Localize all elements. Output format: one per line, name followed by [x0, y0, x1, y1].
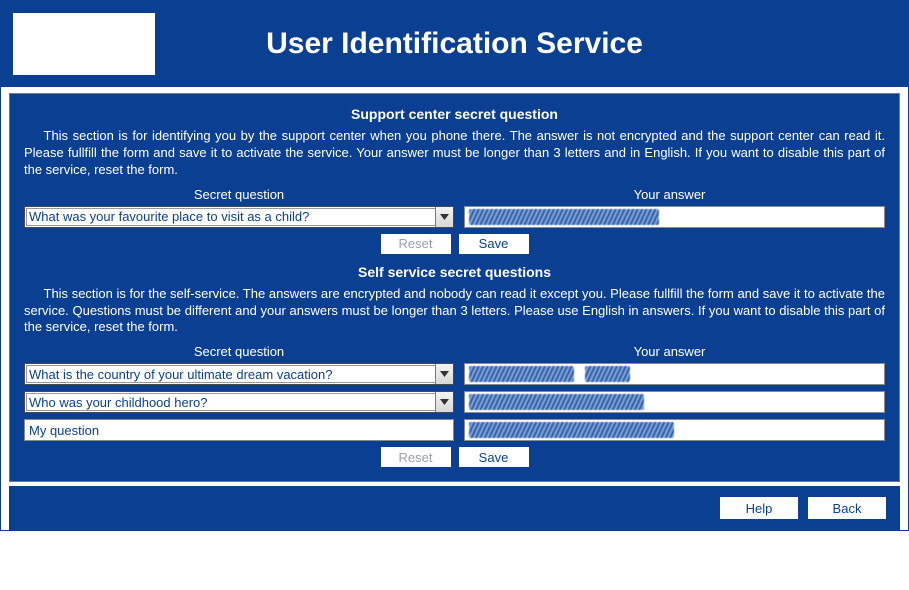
self-field-row: What is the country of your ultimate dre…: [24, 363, 885, 385]
support-question-value: What was your favourite place to visit a…: [29, 209, 309, 224]
self-section-title: Self service secret questions: [24, 264, 885, 280]
self-section-description: This section is for the self-service. Th…: [24, 286, 885, 337]
chevron-down-icon[interactable]: [435, 392, 453, 412]
support-field-row: What was your favourite place to visit a…: [24, 206, 885, 228]
back-button[interactable]: Back: [808, 497, 886, 519]
support-save-button[interactable]: Save: [459, 234, 529, 254]
help-button[interactable]: Help: [720, 497, 798, 519]
self-labels-row: Secret question Your answer: [24, 344, 885, 359]
self-save-button[interactable]: Save: [459, 447, 529, 467]
app-frame: User Identification Service Support cent…: [0, 0, 909, 531]
support-buttons-row: Reset Save: [24, 234, 885, 254]
self-answer-label: Your answer: [454, 344, 885, 359]
support-question-select[interactable]: What was your favourite place to visit a…: [24, 206, 454, 228]
chevron-down-icon[interactable]: [435, 207, 453, 227]
content-panel: Support center secret question This sect…: [9, 93, 900, 482]
support-reset-button[interactable]: Reset: [381, 234, 451, 254]
self-question-select-1[interactable]: What is the country of your ultimate dre…: [24, 363, 454, 385]
self-question-label: Secret question: [24, 344, 454, 359]
self-answer-input-3[interactable]: [464, 419, 885, 441]
self-field-row: Who was your childhood hero?: [24, 391, 885, 413]
self-answer-input-2[interactable]: [464, 391, 885, 413]
self-buttons-row: Reset Save: [24, 447, 885, 467]
self-reset-button[interactable]: Reset: [381, 447, 451, 467]
logo-placeholder: [13, 13, 155, 75]
header-bar: User Identification Service: [1, 1, 908, 87]
support-answer-input[interactable]: [464, 206, 885, 228]
content-frame: Support center secret question This sect…: [1, 87, 908, 530]
support-section-title: Support center secret question: [24, 106, 885, 122]
self-question-select-2[interactable]: Who was your childhood hero?: [24, 391, 454, 413]
support-labels-row: Secret question Your answer: [24, 187, 885, 202]
footer-bar: Help Back: [9, 486, 900, 530]
chevron-down-icon[interactable]: [435, 364, 453, 384]
self-question-value-3: My question: [29, 423, 99, 438]
self-answer-input-1[interactable]: [464, 363, 885, 385]
support-question-label: Secret question: [24, 187, 454, 202]
self-question-value-2: Who was your childhood hero?: [29, 395, 208, 410]
self-field-row: My question: [24, 419, 885, 441]
self-question-text-input[interactable]: My question: [24, 419, 454, 441]
support-answer-label: Your answer: [454, 187, 885, 202]
support-section-description: This section is for identifying you by t…: [24, 128, 885, 179]
self-question-value-1: What is the country of your ultimate dre…: [29, 367, 332, 382]
